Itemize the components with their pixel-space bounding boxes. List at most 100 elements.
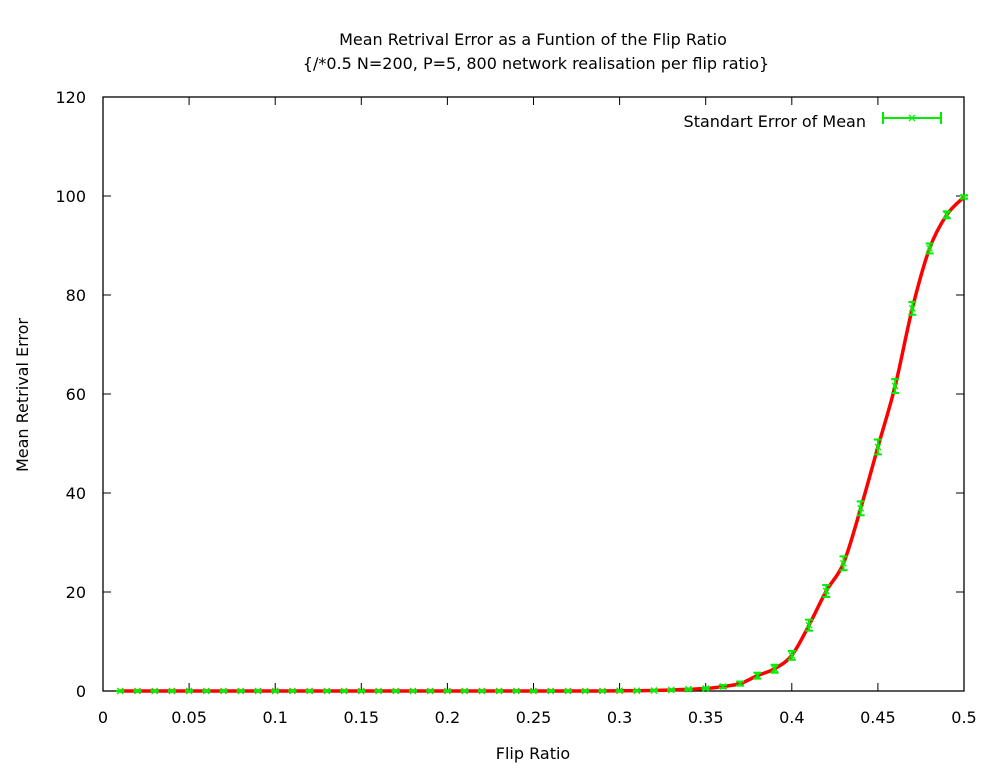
error-bar (529, 687, 538, 695)
error-bar (770, 663, 779, 674)
error-bar (443, 687, 452, 695)
data-point-marker (357, 687, 365, 695)
y-tick-label: 40 (66, 484, 86, 503)
x-tick-label: 0.15 (343, 708, 379, 727)
data-point-marker (960, 193, 968, 201)
x-tick-label: 0.3 (607, 708, 632, 727)
error-bar (787, 649, 796, 661)
error-bar (960, 193, 968, 201)
data-point-marker (495, 687, 503, 695)
error-bar (942, 210, 951, 220)
series-layer (116, 193, 968, 695)
error-bar (305, 687, 314, 695)
error-bar (925, 242, 934, 255)
error-bar (632, 687, 641, 695)
data-point-marker (409, 687, 417, 695)
error-bar (322, 687, 331, 695)
data-point-marker (133, 687, 141, 695)
data-point-marker (185, 687, 193, 695)
x-axis: 0 0.05 0.1 0.15 0.2 0.25 0.3 0.35 0.4 0.45 0.5 (98, 97, 977, 727)
error-bar (253, 687, 262, 695)
error-bar (701, 685, 710, 692)
error-bar (546, 687, 555, 695)
error-bar (357, 687, 366, 695)
data-point-marker (461, 687, 469, 695)
data-point-marker (633, 687, 641, 695)
data-point-marker (254, 687, 262, 695)
data-point-marker (943, 211, 951, 219)
error-bar (408, 687, 417, 695)
x-tick-label: 0.1 (262, 708, 287, 727)
error-bar (736, 680, 745, 688)
data-point-marker (874, 443, 882, 451)
data-point-marker (512, 687, 520, 695)
y-axis: 0 20 40 60 80 100 120 (55, 88, 964, 701)
data-point-marker (375, 687, 382, 695)
error-bar (495, 687, 504, 695)
error-bar (340, 687, 349, 695)
data-point-marker (271, 687, 279, 695)
error-bar (185, 687, 194, 695)
legend: Standart Error of Mean (684, 112, 942, 131)
data-point-marker (685, 685, 692, 693)
data-point-marker (857, 504, 865, 512)
error-bar (908, 300, 917, 316)
data-point-marker (822, 587, 830, 595)
data-point-marker (581, 687, 589, 695)
error-bar (873, 438, 882, 456)
data-point-marker (598, 687, 606, 695)
error-bar (202, 687, 211, 695)
error-bar (839, 555, 848, 572)
y-tick-label: 0 (76, 682, 86, 701)
data-point-marker (564, 687, 572, 695)
y-tick-label: 60 (66, 385, 86, 404)
error-bar (477, 687, 486, 695)
data-point-marker (891, 382, 899, 390)
error-bar (822, 584, 831, 598)
data-point-marker (547, 687, 555, 695)
data-point-marker (116, 687, 124, 695)
error-bar (563, 687, 572, 695)
y-tick-label: 20 (66, 583, 86, 602)
error-bar (116, 687, 125, 695)
data-point-marker (616, 687, 624, 695)
error-bar (133, 687, 142, 695)
error-bar (288, 687, 297, 695)
x-axis-label: Flip Ratio (496, 744, 570, 763)
error-bar (271, 687, 280, 695)
error-bar (615, 687, 624, 695)
data-point-marker (788, 651, 796, 659)
data-point-marker (340, 687, 348, 695)
series-line (120, 195, 966, 693)
error-bar (856, 500, 865, 517)
data-point-marker (719, 683, 727, 691)
error-bar (167, 687, 176, 695)
chart-subtitle: {/*0.5 N=200, P=5, 800 network realisati… (303, 54, 769, 73)
data-point-marker (392, 687, 400, 695)
chart-title: Mean Retrival Error as a Funtion of the … (339, 30, 727, 49)
x-tick-label: 0.35 (688, 708, 724, 727)
y-tick-label: 100 (55, 187, 86, 206)
data-point-marker (237, 687, 245, 695)
data-point-marker (151, 687, 159, 695)
error-bar (219, 687, 228, 695)
data-point-marker (771, 665, 779, 673)
x-tick-label: 0.4 (779, 708, 804, 727)
error-bar (236, 687, 245, 695)
error-bar (753, 671, 762, 680)
legend-errorbar-sample (882, 112, 942, 124)
data-point-marker (168, 687, 176, 695)
data-point-marker (650, 687, 658, 694)
x-tick-label: 0.25 (516, 708, 552, 727)
error-bar (150, 687, 159, 695)
error-bar (512, 687, 521, 695)
error-bar (581, 687, 590, 695)
data-point-marker (753, 672, 761, 680)
y-axis-label: Mean Retrival Error (13, 318, 32, 472)
error-bar (391, 687, 400, 695)
data-point-marker (478, 687, 486, 695)
error-bar (426, 687, 435, 695)
error-bar (460, 687, 469, 695)
legend-marker (908, 114, 916, 122)
